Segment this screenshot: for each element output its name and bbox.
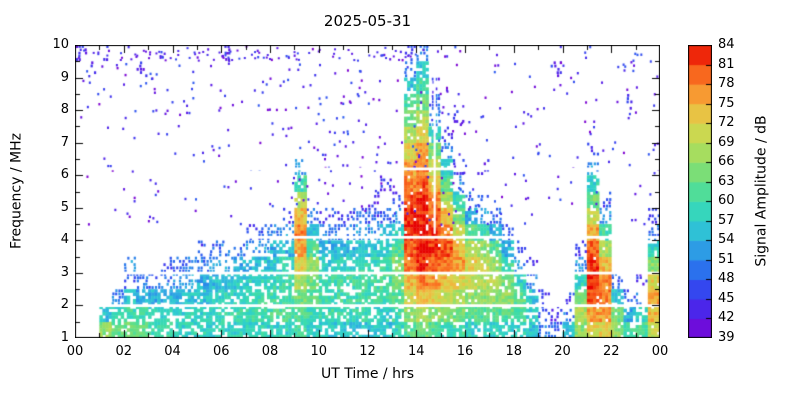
y-tick-label: 6	[60, 167, 69, 183]
colorbar-tick-label: 78	[718, 76, 735, 92]
y-tick-label: 9	[60, 69, 69, 85]
x-tick-label: 14	[407, 344, 425, 359]
y-tick-label: 10	[52, 37, 69, 52]
x-tick-label: 06	[212, 344, 230, 359]
y-tick-label: 5	[60, 199, 69, 215]
colorbar-tick-label: 69	[718, 134, 735, 150]
x-tick-label: 04	[164, 344, 181, 359]
y-tick-label: 4	[60, 232, 69, 248]
y-tick-label: 3	[60, 264, 69, 280]
x-tick-label: 08	[261, 344, 279, 359]
x-tick-label: 20	[554, 344, 571, 359]
colorbar-tick-label: 84	[718, 37, 735, 52]
colorbar-tick-label: 45	[718, 290, 735, 306]
heatmap-canvas	[75, 45, 660, 338]
colorbar-label: Signal Amplitude / dB	[753, 115, 770, 267]
colorbar-tick-label: 72	[718, 115, 735, 131]
x-tick-label: 16	[456, 344, 474, 359]
y-tick-label: 1	[60, 330, 69, 345]
colorbar-tick-label: 51	[718, 251, 735, 267]
colorbar-tick-label: 63	[718, 173, 735, 189]
x-tick-label: 12	[359, 344, 376, 359]
x-tick-label: 22	[602, 344, 620, 359]
x-axis-label: UT Time / hrs	[320, 366, 415, 382]
colorbar-tick-label: 60	[718, 193, 735, 209]
x-tick-label: 00	[66, 344, 84, 359]
colorbar-tick-label: 66	[718, 154, 735, 170]
colorbar-tick-label: 57	[718, 212, 735, 228]
chart-title: 2025-05-31	[323, 12, 412, 30]
colorbar-tick-label: 39	[718, 330, 735, 345]
colorbar-canvas	[688, 45, 712, 338]
colorbar-tick-label: 75	[718, 95, 735, 111]
colorbar-tick-label: 54	[718, 232, 735, 248]
y-tick-label: 7	[60, 134, 69, 150]
colorbar-tick-label: 42	[718, 310, 735, 326]
colorbar-tick-label: 48	[718, 271, 735, 287]
x-tick-label: 10	[310, 344, 328, 359]
x-tick-label: 00	[651, 344, 669, 359]
x-tick-label: 02	[115, 344, 133, 359]
colorbar-tick-label: 81	[718, 56, 735, 72]
y-tick-label: 2	[60, 297, 69, 313]
y-tick-label: 8	[60, 102, 69, 118]
y-axis-label: Frequency / MHz	[8, 133, 25, 249]
x-tick-label: 18	[505, 344, 523, 359]
